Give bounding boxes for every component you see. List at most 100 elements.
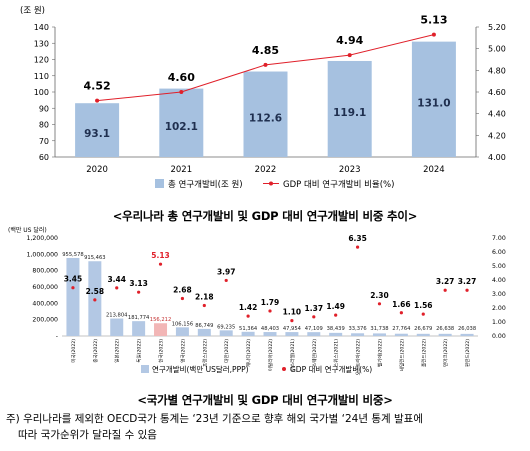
footnote: 주) 우리나라를 제외한 OECD국가 통계는 ‘23년 기준으로 향후 해외 … <box>6 411 526 443</box>
chart2-ratio-label: 2.58 <box>86 287 105 296</box>
chart2-bar <box>175 327 189 336</box>
chart1-ratio-point <box>95 98 100 103</box>
chart2-bar <box>438 333 452 336</box>
chart2-x-tick: 독일(2022) <box>136 339 143 363</box>
chart2-x-tick: 한국(2023) <box>159 339 165 363</box>
chart2-y2-tick: 5.00 <box>492 263 506 270</box>
chart2-bar <box>154 323 168 336</box>
chart2-y2-tick: 7.00 <box>492 235 506 242</box>
chart2-y-tick: 1,200,000 <box>27 235 59 242</box>
chart1-x-tick: 2024 <box>423 165 445 175</box>
chart1-x-tick: 2022 <box>255 165 277 175</box>
chart1-legend-bar-label: 총 연구개발비(조 원) <box>168 179 243 190</box>
chart1-bar-label: 102.1 <box>165 121 198 133</box>
chart2-bar <box>416 333 430 336</box>
chart1-ratio-label: 4.85 <box>252 44 279 57</box>
chart2-bar <box>460 333 474 336</box>
chart2-ratio-point <box>158 262 163 266</box>
footnote-line-2: 따라 국가순위가 달라질 수 있음 <box>18 429 157 441</box>
chart2-y2-tick: 1.00 <box>492 319 506 326</box>
chart1-bar-label: 119.1 <box>333 107 366 119</box>
chart1-x-tick: 2020 <box>86 165 108 175</box>
chart2-ratio-label: 3.27 <box>458 277 477 286</box>
chart2-x-tick: 이탈리아(2022) <box>267 339 274 371</box>
chart2-ratio-point <box>246 314 250 318</box>
chart1-ratio-label: 5.13 <box>420 14 447 27</box>
chart2-ratio-label: 3.44 <box>107 275 126 284</box>
chart2-ratio-point <box>180 296 185 301</box>
chart2-y-tick: - <box>56 333 58 340</box>
chart2-x-tick: 핀란드(2022) <box>464 339 471 367</box>
chart1-y-tick: 90 <box>39 104 49 113</box>
chart2-bar-label: 33,376 <box>349 326 367 332</box>
chart2-ratio-point <box>421 312 425 316</box>
chart1-y-tick: 70 <box>39 137 49 146</box>
chart2-bar-label: 86,749 <box>195 323 213 329</box>
chart2-y-tick: 1,000,000 <box>27 251 59 258</box>
chart2-y2-tick: 0.00 <box>492 333 506 340</box>
chart2-ratio-label: 1.49 <box>326 302 345 311</box>
chart2-x-tick: 프랑스(2022) <box>201 339 208 367</box>
chart1-ratio-point <box>263 62 268 67</box>
chart2-ratio-label: 2.68 <box>173 285 192 294</box>
chart1-legend-bar-swatch <box>155 179 164 188</box>
chart2-ratio-point <box>93 298 97 302</box>
chart1-bar-label: 93.1 <box>84 128 110 140</box>
chart2-bar-label: 38,439 <box>327 326 345 332</box>
chart2-bar-label: 106,156 <box>172 321 193 327</box>
chart1-y2-tick: 4.40 <box>488 110 506 119</box>
chart2-ratio-label: 2.30 <box>370 291 389 300</box>
chart1-y-tick: 140 <box>34 23 49 32</box>
chart2-ratio-point <box>268 309 272 313</box>
chart2-y-tick: 800,000 <box>32 268 58 275</box>
chart2-y-tick: 600,000 <box>32 284 58 291</box>
chart2-y-unit: (백만 US 달러) <box>8 226 47 234</box>
rd-trend-chart: (조 원) 60 70 80 90 100 110 120 130 140 4.00 4.20 4.40… <box>20 6 506 190</box>
chart1-x-tick: 2023 <box>339 165 361 175</box>
chart1-caption: <우리나라 총 연구개발비 및 GDP 대비 연구개발비 비중 추이> <box>112 209 418 223</box>
chart2-bar <box>351 333 365 336</box>
chart2-bar-label: 47,954 <box>283 326 302 332</box>
chart1-y-unit: (조 원) <box>20 6 45 16</box>
chart1-ratio-label: 4.60 <box>168 71 195 84</box>
chart2-ratio-label: 5.13 <box>151 251 170 260</box>
chart2-bar-label: 27,764 <box>392 326 411 332</box>
chart2-x-tick: 벨기에(2022) <box>376 339 383 367</box>
chart2-ratio-label: 1.56 <box>414 301 433 310</box>
chart2-bar-label: 47,109 <box>305 326 323 332</box>
chart2-ratio-point <box>465 288 469 292</box>
chart1-y2-tick: 4.20 <box>488 131 506 140</box>
chart1-legend-line-marker <box>269 181 273 186</box>
chart2-y2-tick: 3.00 <box>492 291 506 298</box>
chart2-x-tick: 미국(2022) <box>70 339 77 363</box>
chart2-ratio-label: 6.35 <box>348 234 367 243</box>
chart2-bar-label: 31,738 <box>370 326 388 332</box>
chart2-ratio-point <box>115 286 119 290</box>
chart2-bar-label: 51,364 <box>239 326 258 332</box>
chart2-bar <box>197 328 211 336</box>
chart2-ratio-label: 1.79 <box>261 298 280 307</box>
chart1-bar <box>159 88 204 157</box>
chart2-x-tick: 덴마크(2022) <box>442 339 449 367</box>
chart2-x-tick: 캐나다(2022) <box>245 339 252 367</box>
country-rd-chart: (백만 US 달러) - 200,000 400,000 600,000 800,000 1… <box>8 226 506 375</box>
chart1-y2-tick: 5.00 <box>488 45 506 54</box>
chart2-ratio-label: 1.37 <box>305 304 324 313</box>
chart2-bar-label: 156,212 <box>150 317 171 323</box>
chart2-bar-label: 26,038 <box>458 326 476 332</box>
chart1-y-tick: 60 <box>39 153 49 162</box>
footnote-line-1: 주) 우리나라를 제외한 OECD국가 통계는 ‘23년 기준으로 향후 해외 … <box>6 413 423 425</box>
chart1-y-tick: 120 <box>34 56 49 65</box>
chart2-bar <box>110 318 124 336</box>
chart2-legend-dot-label: GDP 대비 연구개발비(%) <box>290 364 372 374</box>
chart2-y2-tick: 2.00 <box>492 305 506 312</box>
chart2-y-tick: 400,000 <box>32 300 58 307</box>
chart1-bar-label: 131.0 <box>417 97 450 109</box>
chart2-ratio-point <box>137 290 141 294</box>
chart1-y-tick: 110 <box>34 72 49 81</box>
chart1-y2-tick: 4.80 <box>488 66 506 75</box>
chart1-y-tick: 130 <box>34 39 49 48</box>
chart1-ratio-label: 4.94 <box>336 34 363 47</box>
chart2-ratio-point <box>71 286 75 290</box>
